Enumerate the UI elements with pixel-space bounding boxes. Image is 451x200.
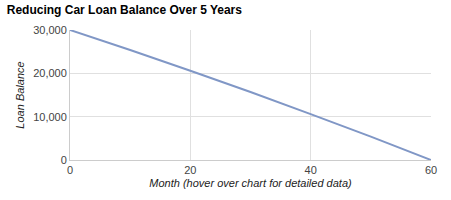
svg-text:0: 0 [67,164,73,176]
svg-text:30,000: 30,000 [33,24,67,36]
svg-text:20: 20 [184,164,196,176]
svg-text:0: 0 [61,154,67,166]
svg-text:Reducing Car Loan Balance Over: Reducing Car Loan Balance Over 5 Years [7,3,243,17]
svg-text:20,000: 20,000 [33,67,67,79]
svg-text:Month (hover over chart for de: Month (hover over chart for detailed dat… [149,177,352,189]
svg-text:10,000: 10,000 [33,111,67,123]
svg-text:60: 60 [425,164,437,176]
svg-text:40: 40 [305,164,317,176]
svg-text:Loan Balance: Loan Balance [14,61,26,128]
